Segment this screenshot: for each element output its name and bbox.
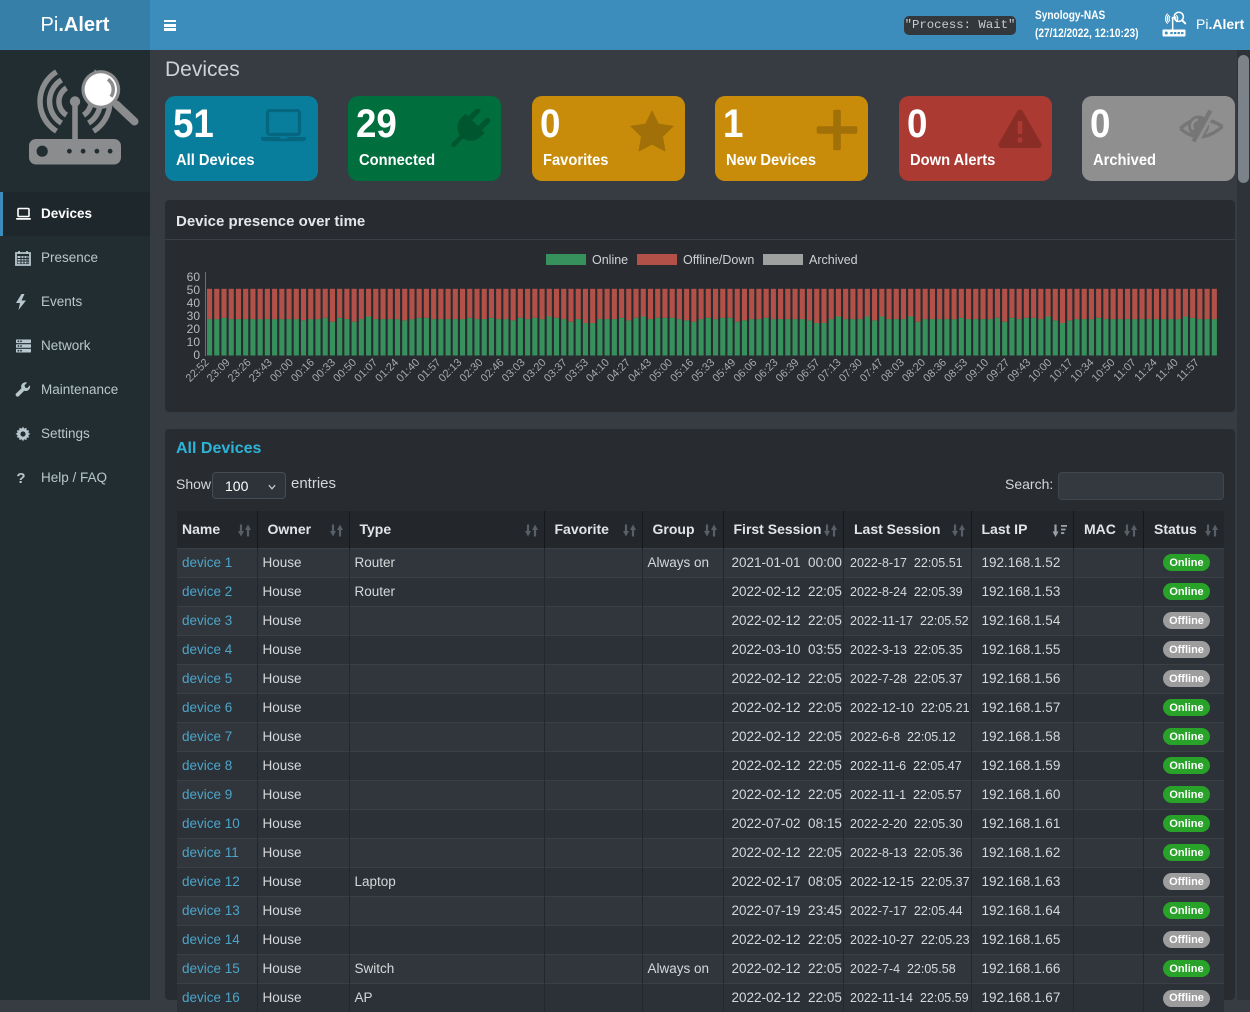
svg-text:08:53: 08:53: [942, 357, 970, 385]
svg-text:20: 20: [187, 322, 201, 336]
svg-text:03:03: 03:03: [500, 357, 528, 385]
svg-text:05:00: 05:00: [647, 357, 675, 385]
svg-text:01:57: 01:57: [415, 357, 443, 385]
svg-text:09:27: 09:27: [984, 357, 1012, 385]
svg-text:04:27: 04:27: [605, 357, 633, 385]
svg-text:06:06: 06:06: [731, 357, 759, 385]
svg-text:01:24: 01:24: [373, 357, 401, 385]
svg-text:00:50: 00:50: [331, 357, 359, 385]
svg-text:22:52: 22:52: [184, 357, 212, 385]
svg-text:06:57: 06:57: [795, 357, 823, 385]
svg-text:05:33: 05:33: [689, 357, 717, 385]
svg-text:10:00: 10:00: [1026, 357, 1054, 385]
svg-text:04:43: 04:43: [626, 357, 654, 385]
svg-text:05:49: 05:49: [710, 357, 738, 385]
svg-text:11:07: 11:07: [1111, 357, 1138, 384]
svg-text:07:13: 07:13: [816, 357, 844, 385]
svg-text:09:43: 09:43: [1005, 357, 1033, 385]
svg-text:02:30: 02:30: [458, 357, 486, 385]
svg-text:23:43: 23:43: [247, 357, 275, 385]
svg-text:?: ?: [16, 470, 25, 486]
svg-text:10:17: 10:17: [1048, 357, 1076, 385]
svg-text:23:26: 23:26: [226, 357, 254, 385]
svg-text:06:39: 06:39: [774, 357, 802, 385]
svg-text:Offline/Down: Offline/Down: [683, 253, 754, 267]
svg-text:11:24: 11:24: [1132, 357, 1159, 384]
svg-text:09:10: 09:10: [963, 357, 991, 385]
svg-text:04:10: 04:10: [584, 357, 612, 385]
svg-text:10:34: 10:34: [1069, 357, 1097, 385]
svg-text:07:30: 07:30: [837, 357, 865, 385]
svg-text:01:07: 01:07: [352, 357, 380, 385]
svg-text:00:00: 00:00: [268, 357, 296, 385]
svg-text:40: 40: [187, 296, 201, 310]
svg-text:03:53: 03:53: [563, 357, 591, 385]
svg-text:00:33: 00:33: [310, 357, 338, 385]
svg-text:50: 50: [187, 283, 201, 297]
svg-text:01:40: 01:40: [394, 357, 422, 385]
svg-text:60: 60: [187, 270, 201, 284]
svg-text:0: 0: [193, 348, 200, 362]
svg-text:03:37: 03:37: [542, 357, 570, 385]
svg-text:30: 30: [187, 309, 201, 323]
svg-text:11:40: 11:40: [1153, 357, 1180, 384]
svg-text:08:03: 08:03: [879, 357, 907, 385]
svg-text:10: 10: [187, 335, 201, 349]
svg-text:08:36: 08:36: [921, 357, 949, 385]
svg-text:03:20: 03:20: [521, 357, 549, 385]
svg-text:06:23: 06:23: [753, 357, 781, 385]
svg-text:10:50: 10:50: [1090, 357, 1118, 385]
svg-text:08:20: 08:20: [900, 357, 928, 385]
svg-text:02:13: 02:13: [436, 357, 464, 385]
svg-text:07:47: 07:47: [858, 357, 886, 385]
svg-text:00:16: 00:16: [289, 357, 317, 385]
svg-text:02:46: 02:46: [479, 357, 507, 385]
svg-text:11:57: 11:57: [1175, 357, 1202, 384]
svg-text:Archived: Archived: [809, 253, 858, 267]
svg-text:23:09: 23:09: [205, 357, 233, 385]
svg-text:Online: Online: [592, 253, 628, 267]
svg-text:05:16: 05:16: [668, 357, 696, 385]
